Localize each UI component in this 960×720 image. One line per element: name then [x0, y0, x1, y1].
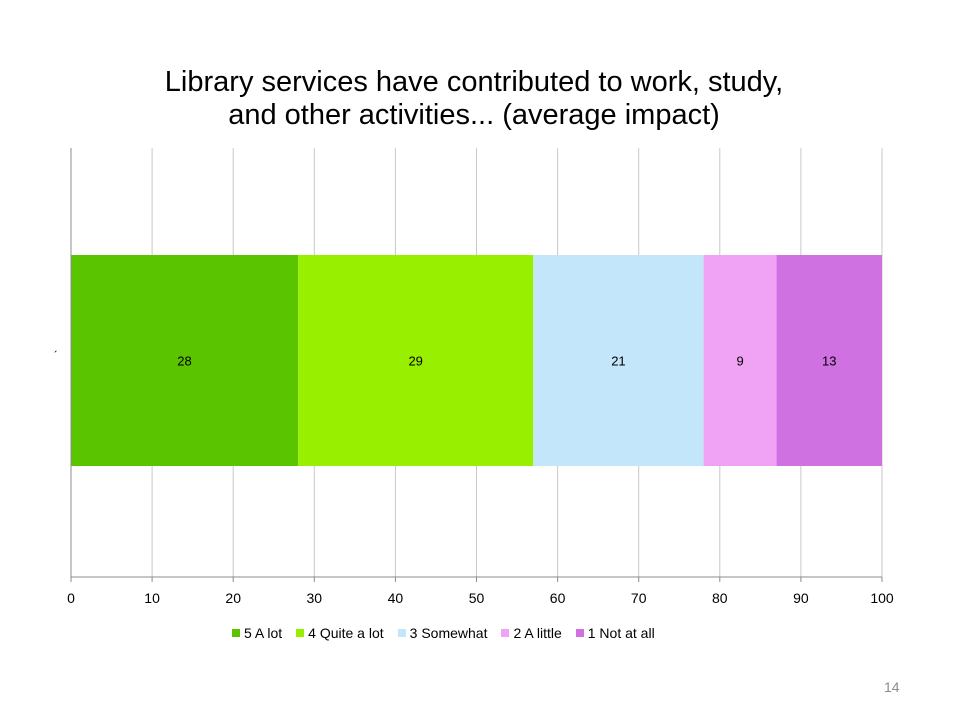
- data-label: 29: [408, 354, 422, 369]
- chart-title: Library services have contributed to wor…: [0, 66, 948, 132]
- legend-item: 5 A lot: [232, 625, 282, 641]
- chart-title-line-2: and other activities... (average impact): [228, 99, 720, 131]
- x-tick-label: 20: [225, 590, 241, 606]
- x-tick-label: 80: [712, 590, 728, 606]
- x-tick-label: 90: [793, 590, 809, 606]
- x-tick-label: 100: [870, 590, 894, 606]
- bar-segment: [703, 255, 777, 466]
- x-tick-label: 0: [67, 590, 75, 606]
- legend-swatch: [232, 629, 240, 637]
- bar-segment: [71, 255, 299, 466]
- legend-label: 2 A little: [513, 625, 562, 641]
- chart-title-line-1: Library services have contributed to wor…: [164, 66, 784, 98]
- legend-label: 3 Somewhat: [409, 625, 488, 641]
- x-tick-label: 10: [144, 590, 160, 606]
- bar-segment: [776, 255, 882, 466]
- legend-item: 2 A little: [501, 625, 562, 641]
- legend-label: 5 A lot: [244, 625, 283, 641]
- data-label: 13: [822, 354, 836, 369]
- x-tick-label: 40: [388, 590, 404, 606]
- legend-swatch: [296, 629, 305, 637]
- bar-segment: [298, 255, 534, 466]
- x-tick-label: 30: [307, 590, 323, 606]
- legend-swatch: [501, 629, 510, 637]
- chart-legend: 5 A lot 4 Quite a lot 3 Somewhat 2 A little…: [232, 624, 655, 642]
- bar-segment: [533, 255, 704, 466]
- legend-label: 1 Not at all: [587, 625, 655, 641]
- legend-item: 3 Somewhat: [397, 625, 488, 641]
- data-label: 21: [611, 354, 625, 369]
- legend-item: 1 Not at all: [575, 625, 655, 641]
- legend-swatch: [397, 629, 406, 637]
- data-label: 28: [177, 354, 191, 369]
- category-label: ´: [54, 349, 58, 363]
- legend-item: 4 Quite a lot: [296, 625, 384, 641]
- page-number: 14: [884, 679, 900, 695]
- x-tick-label: 50: [469, 590, 485, 606]
- data-label: 9: [736, 354, 743, 369]
- legend-label: 4 Quite a lot: [308, 625, 384, 641]
- x-tick-label: 60: [550, 590, 566, 606]
- legend-swatch: [575, 629, 584, 637]
- x-tick-label: 70: [631, 590, 647, 606]
